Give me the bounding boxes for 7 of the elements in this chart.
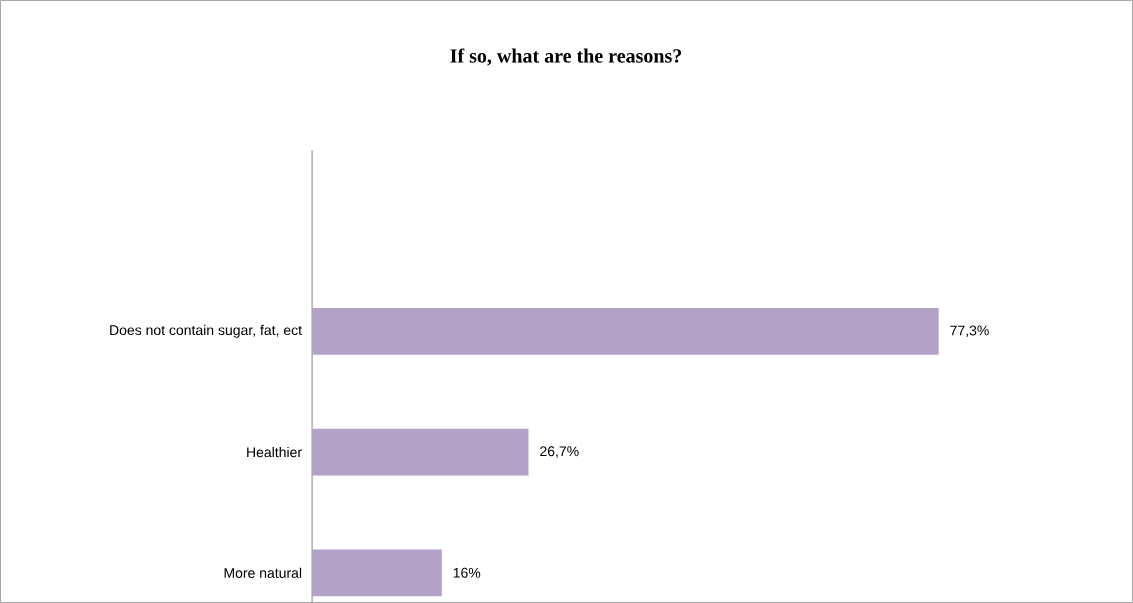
y-tick-label: Does not contain sugar, fat, ect — [110, 324, 302, 338]
data-label: 77,3% — [950, 325, 989, 338]
y-tick-label: Healthier — [247, 446, 302, 458]
data-label: 26,7% — [540, 446, 579, 458]
data-label: 16% — [453, 567, 481, 578]
chart-title: If so, what are the reasons? — [450, 48, 682, 66]
y-tick-label: More natural — [224, 567, 302, 578]
